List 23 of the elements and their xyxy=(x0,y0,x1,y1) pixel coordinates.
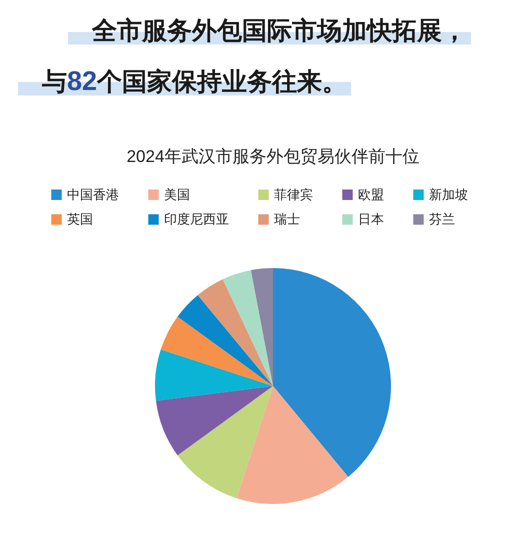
legend-label: 印度尼西亚 xyxy=(164,212,229,226)
pie-slice xyxy=(155,350,273,401)
legend-label: 芬兰 xyxy=(429,212,455,226)
text: 与82个国家保持业务往来。 xyxy=(42,66,348,96)
legend-label: 瑞士 xyxy=(274,212,300,226)
pie-slice xyxy=(236,386,348,504)
pie-slice xyxy=(250,268,273,386)
legend-label: 日本 xyxy=(358,212,384,226)
legend-label: 英国 xyxy=(67,212,93,226)
pie-slice xyxy=(178,295,273,386)
pie-slice xyxy=(178,386,273,498)
pie-slice xyxy=(222,270,273,386)
pie-slice xyxy=(160,316,273,386)
legend-label: 美国 xyxy=(164,186,190,202)
pie-slice xyxy=(273,268,391,477)
legend-label: 新加坡 xyxy=(429,186,468,202)
legend-label: 菲律宾 xyxy=(274,186,313,202)
pie-slice xyxy=(156,386,273,456)
text: 全市服务外包国际市场加快拓展， xyxy=(92,18,467,45)
pie-slice xyxy=(198,279,273,386)
chart-title: 2024年武汉市服务外包贸易伙伴前十位 xyxy=(126,147,420,166)
legend-label: 中国香港 xyxy=(67,186,119,202)
legend-label: 欧盟 xyxy=(358,186,384,202)
